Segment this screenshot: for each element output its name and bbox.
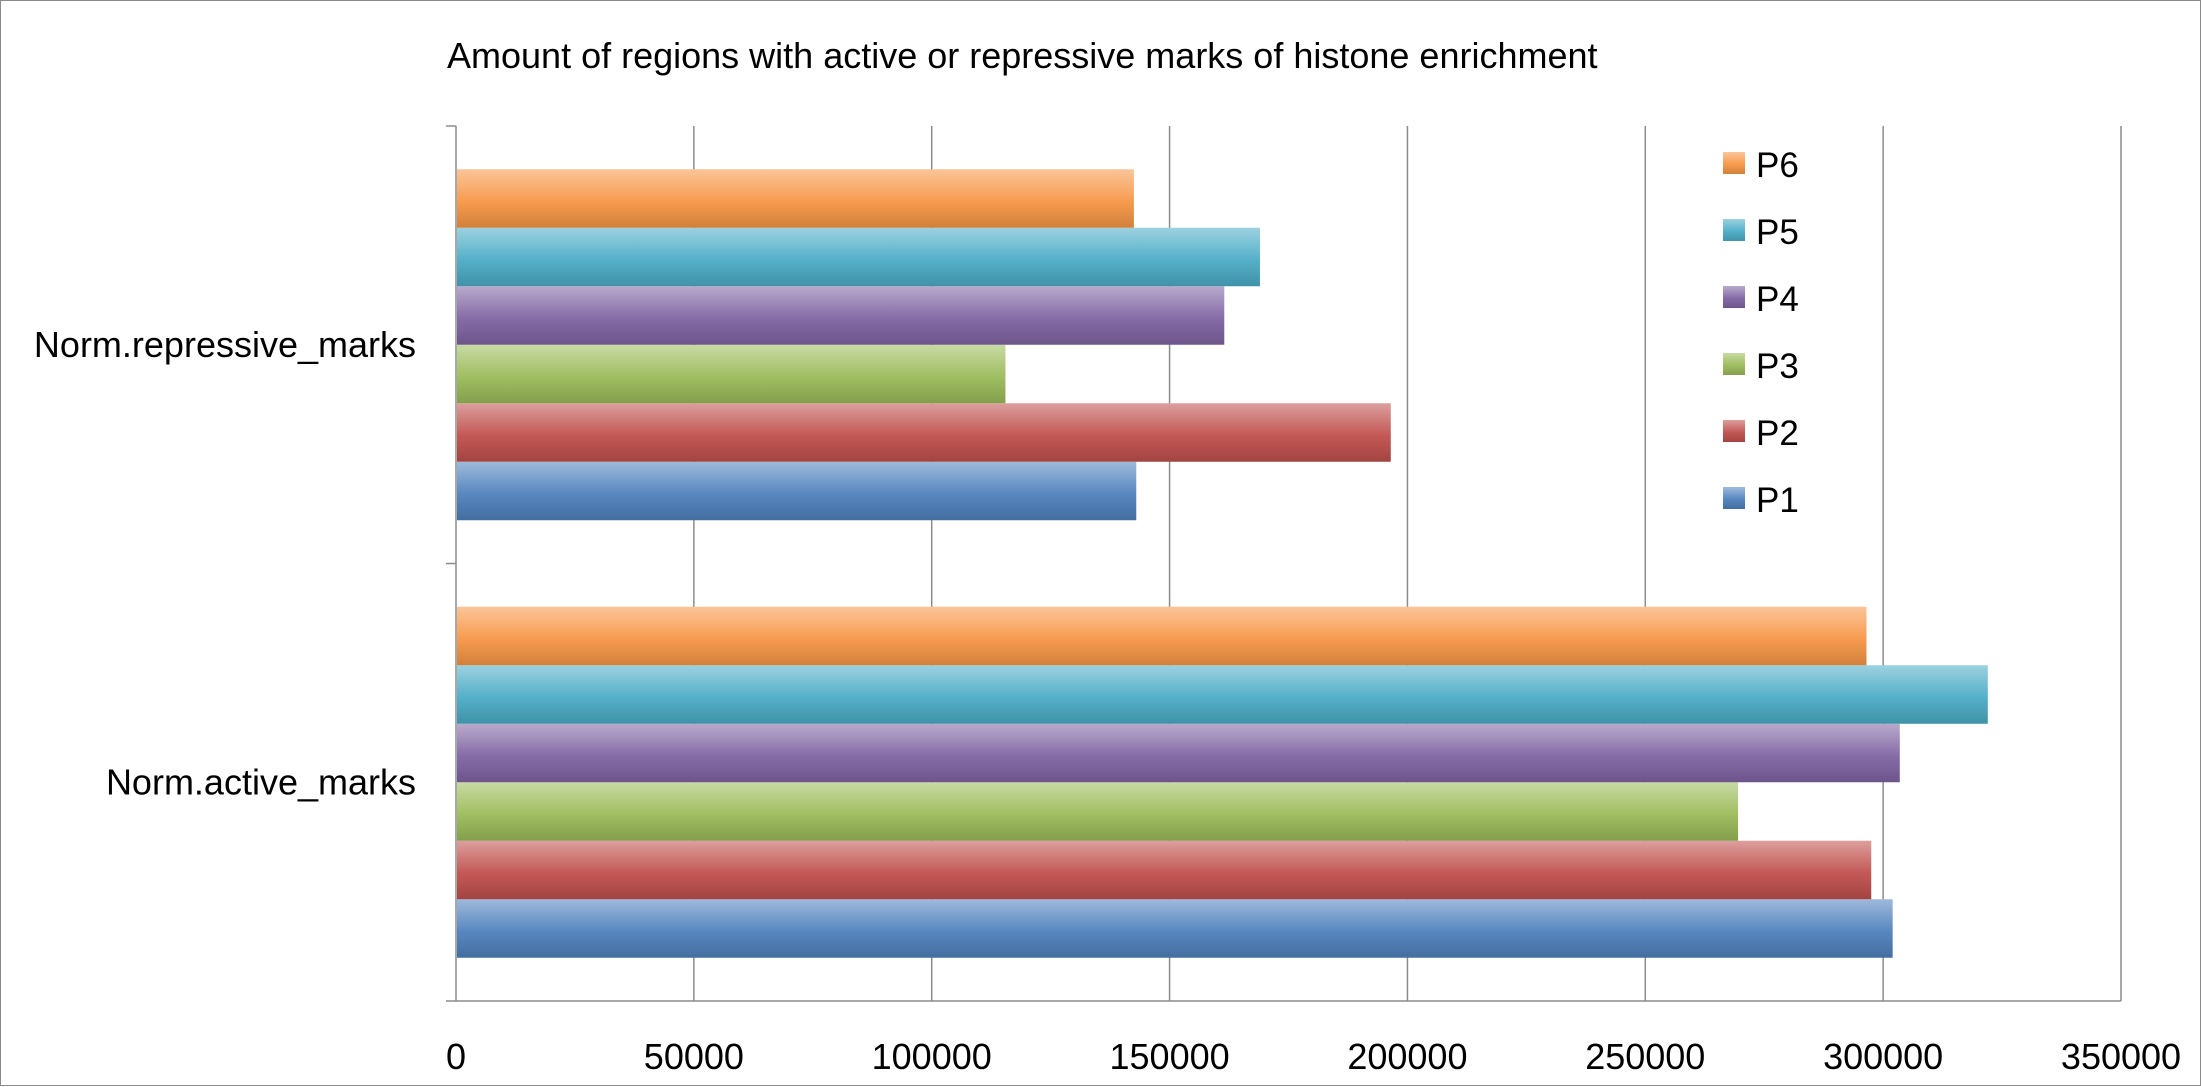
legend-swatch-p4 xyxy=(1723,286,1745,308)
legend-label-p2: P2 xyxy=(1756,414,1799,453)
bar-p2-norm-active-marks xyxy=(457,840,1872,900)
bar-p5-norm-repressive-marks xyxy=(457,227,1260,287)
x-tick-label: 0 xyxy=(446,1036,466,1077)
x-tick-labels: 0 50000 100000 150000 200000 250000 300000 3500… xyxy=(446,1036,2181,1077)
x-tick-label: 200000 xyxy=(1347,1036,1467,1077)
bar-p3-norm-repressive-marks xyxy=(457,344,1006,404)
bar-p4-norm-active-marks xyxy=(457,723,1900,783)
x-tick-label: 300000 xyxy=(1823,1036,1943,1077)
x-tick-label: 250000 xyxy=(1585,1036,1705,1077)
bar-p6-norm-active-marks xyxy=(457,606,1867,666)
x-tick-label: 150000 xyxy=(1110,1036,1230,1077)
bar-p2-norm-repressive-marks xyxy=(457,403,1391,462)
bar-p6-norm-repressive-marks xyxy=(457,169,1134,228)
chart-title: Amount of regions with active or repress… xyxy=(447,35,1598,76)
bars xyxy=(457,169,1988,958)
bar-p1-norm-active-marks xyxy=(457,899,1893,958)
legend-swatch-p6 xyxy=(1723,152,1745,174)
legend-label-p1: P1 xyxy=(1756,481,1799,520)
legend-label-p3: P3 xyxy=(1756,347,1799,386)
legend-swatch-p2 xyxy=(1723,420,1745,442)
category-label: Norm.repressive_marks xyxy=(34,324,416,365)
category-labels: Norm.active_marks Norm.repressive_marks xyxy=(34,324,416,803)
x-tick-label: 50000 xyxy=(644,1036,744,1077)
category-label: Norm.active_marks xyxy=(106,761,416,802)
axes xyxy=(446,125,2121,1002)
bar-p3-norm-active-marks xyxy=(457,782,1739,841)
x-tick-label: 350000 xyxy=(2061,1036,2181,1077)
legend-swatch-p1 xyxy=(1723,487,1745,509)
x-tick-label: 100000 xyxy=(872,1036,992,1077)
bar-p5-norm-active-marks xyxy=(457,665,1988,724)
legend-swatch-p3 xyxy=(1723,353,1745,375)
bar-p4-norm-repressive-marks xyxy=(457,286,1225,345)
legend-label-p6: P6 xyxy=(1756,146,1799,185)
legend-swatch-p5 xyxy=(1723,219,1745,241)
legend-label-p4: P4 xyxy=(1756,280,1799,319)
bar-p1-norm-repressive-marks xyxy=(457,461,1137,521)
legend: P6 P5 P4 P3 P2 P1 xyxy=(1723,146,1799,520)
legend-label-p5: P5 xyxy=(1756,213,1799,252)
